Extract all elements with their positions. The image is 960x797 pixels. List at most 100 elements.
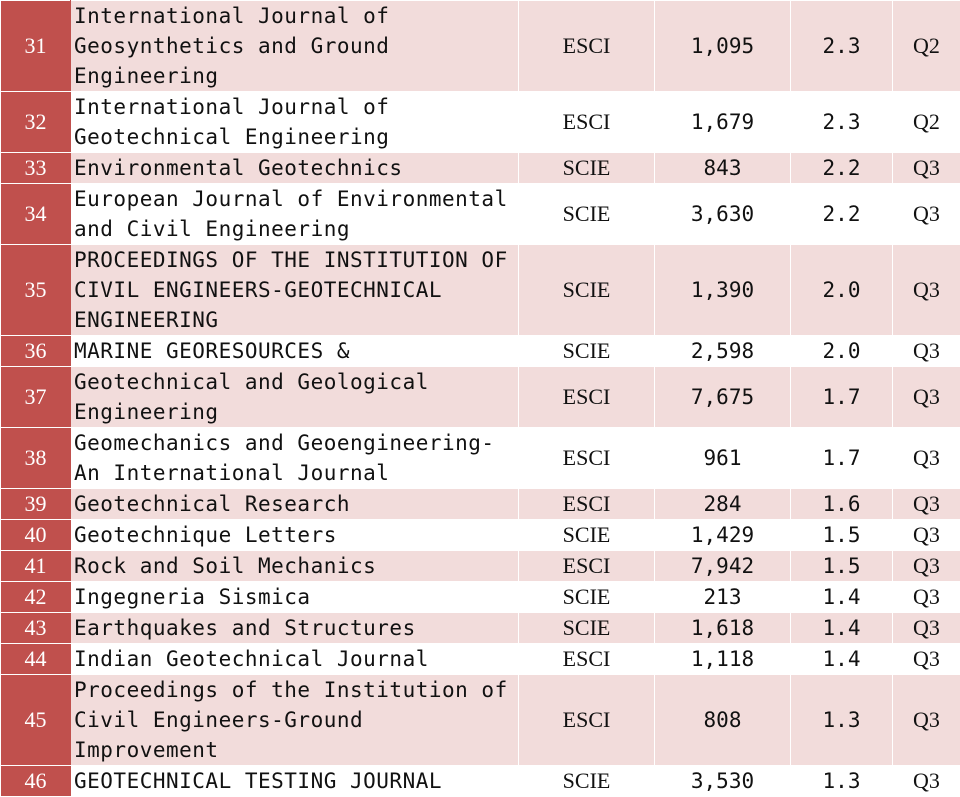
journal-name-cell: European Journal of Environmental and Ci…: [71, 184, 519, 245]
rank-cell: 40: [1, 520, 71, 551]
table-row: 33 Environmental Geotechnics SCIE 843 2.…: [1, 153, 960, 184]
journal-name-cell: PROCEEDINGS OF THE INSTITUTION OF CIVIL …: [71, 245, 519, 336]
quartile-cell: Q2: [893, 92, 960, 153]
table-row: 46 GEOTECHNICAL TESTING JOURNAL SCIE 3,5…: [1, 766, 960, 797]
table-row: 32 International Journal of Geotechnical…: [1, 92, 960, 153]
citations-cell: 961: [655, 428, 791, 489]
impact-factor-cell: 1.5: [791, 551, 893, 582]
impact-factor-cell: 1.7: [791, 428, 893, 489]
rank-cell: 39: [1, 489, 71, 520]
impact-factor-cell: 1.4: [791, 582, 893, 613]
quartile-cell: Q3: [893, 551, 960, 582]
quartile-cell: Q3: [893, 644, 960, 675]
index-cell: SCIE: [519, 613, 655, 644]
table-row: 37 Geotechnical and Geological Engineeri…: [1, 367, 960, 428]
rank-cell: 42: [1, 582, 71, 613]
quartile-cell: Q3: [893, 336, 960, 367]
impact-factor-cell: 2.0: [791, 245, 893, 336]
citations-cell: 284: [655, 489, 791, 520]
quartile-cell: Q3: [893, 520, 960, 551]
rank-cell: 41: [1, 551, 71, 582]
index-cell: ESCI: [519, 489, 655, 520]
rank-cell: 31: [1, 1, 71, 92]
journal-name-cell: GEOTECHNICAL TESTING JOURNAL: [71, 766, 519, 797]
index-cell: SCIE: [519, 766, 655, 797]
index-cell: ESCI: [519, 551, 655, 582]
rank-cell: 45: [1, 675, 71, 766]
citations-cell: 3,630: [655, 184, 791, 245]
citations-cell: 1,429: [655, 520, 791, 551]
index-cell: SCIE: [519, 153, 655, 184]
journal-name-cell: MARINE GEORESOURCES &: [71, 336, 519, 367]
journal-name-cell: Environmental Geotechnics: [71, 153, 519, 184]
journal-name-cell: International Journal of Geotechnical En…: [71, 92, 519, 153]
table-row: 35 PROCEEDINGS OF THE INSTITUTION OF CIV…: [1, 245, 960, 336]
quartile-cell: Q3: [893, 184, 960, 245]
citations-cell: 2,598: [655, 336, 791, 367]
index-cell: ESCI: [519, 92, 655, 153]
rank-cell: 35: [1, 245, 71, 336]
citations-cell: 1,390: [655, 245, 791, 336]
journal-name-cell: International Journal of Geosynthetics a…: [71, 1, 519, 92]
quartile-cell: Q3: [893, 675, 960, 766]
citations-cell: 3,530: [655, 766, 791, 797]
journal-name-cell: Proceedings of the Institution of Civil …: [71, 675, 519, 766]
impact-factor-cell: 1.4: [791, 644, 893, 675]
citations-cell: 1,679: [655, 92, 791, 153]
table-row: 43 Earthquakes and Structures SCIE 1,618…: [1, 613, 960, 644]
quartile-cell: Q3: [893, 153, 960, 184]
citations-cell: 843: [655, 153, 791, 184]
impact-factor-cell: 1.5: [791, 520, 893, 551]
quartile-cell: Q3: [893, 582, 960, 613]
index-cell: ESCI: [519, 1, 655, 92]
impact-factor-cell: 2.3: [791, 92, 893, 153]
table-row: 36 MARINE GEORESOURCES & SCIE 2,598 2.0 …: [1, 336, 960, 367]
rank-cell: 32: [1, 92, 71, 153]
table-row: 38 Geomechanics and Geoengineering-An In…: [1, 428, 960, 489]
table-row: 42 Ingegneria Sismica SCIE 213 1.4 Q3: [1, 582, 960, 613]
journal-name-cell: Geotechnique Letters: [71, 520, 519, 551]
citations-cell: 1,618: [655, 613, 791, 644]
journal-name-cell: Ingegneria Sismica: [71, 582, 519, 613]
index-cell: ESCI: [519, 644, 655, 675]
rank-cell: 34: [1, 184, 71, 245]
quartile-cell: Q3: [893, 245, 960, 336]
table-row: 34 European Journal of Environmental and…: [1, 184, 960, 245]
index-cell: SCIE: [519, 184, 655, 245]
index-cell: ESCI: [519, 675, 655, 766]
rank-cell: 46: [1, 766, 71, 797]
impact-factor-cell: 1.7: [791, 367, 893, 428]
rank-cell: 33: [1, 153, 71, 184]
journal-name-cell: Geomechanics and Geoengineering-An Inter…: [71, 428, 519, 489]
journal-name-cell: Geotechnical and Geological Engineering: [71, 367, 519, 428]
impact-factor-cell: 2.2: [791, 153, 893, 184]
impact-factor-cell: 2.3: [791, 1, 893, 92]
quartile-cell: Q3: [893, 367, 960, 428]
table-row: 31 International Journal of Geosynthetic…: [1, 1, 960, 92]
index-cell: SCIE: [519, 336, 655, 367]
citations-cell: 808: [655, 675, 791, 766]
table-row: 41 Rock and Soil Mechanics ESCI 7,942 1.…: [1, 551, 960, 582]
citations-cell: 1,095: [655, 1, 791, 92]
rank-cell: 38: [1, 428, 71, 489]
table-row: 39 Geotechnical Research ESCI 284 1.6 Q3: [1, 489, 960, 520]
table-row: 44 Indian Geotechnical Journal ESCI 1,11…: [1, 644, 960, 675]
journal-name-cell: Indian Geotechnical Journal: [71, 644, 519, 675]
quartile-cell: Q3: [893, 489, 960, 520]
quartile-cell: Q3: [893, 766, 960, 797]
rank-cell: 43: [1, 613, 71, 644]
rank-cell: 37: [1, 367, 71, 428]
journal-name-cell: Geotechnical Research: [71, 489, 519, 520]
index-cell: SCIE: [519, 520, 655, 551]
index-cell: ESCI: [519, 428, 655, 489]
table-row: 40 Geotechnique Letters SCIE 1,429 1.5 Q…: [1, 520, 960, 551]
journal-name-cell: Rock and Soil Mechanics: [71, 551, 519, 582]
citations-cell: 1,118: [655, 644, 791, 675]
index-cell: ESCI: [519, 367, 655, 428]
impact-factor-cell: 1.6: [791, 489, 893, 520]
quartile-cell: Q3: [893, 428, 960, 489]
impact-factor-cell: 1.3: [791, 766, 893, 797]
citations-cell: 7,942: [655, 551, 791, 582]
index-cell: SCIE: [519, 245, 655, 336]
